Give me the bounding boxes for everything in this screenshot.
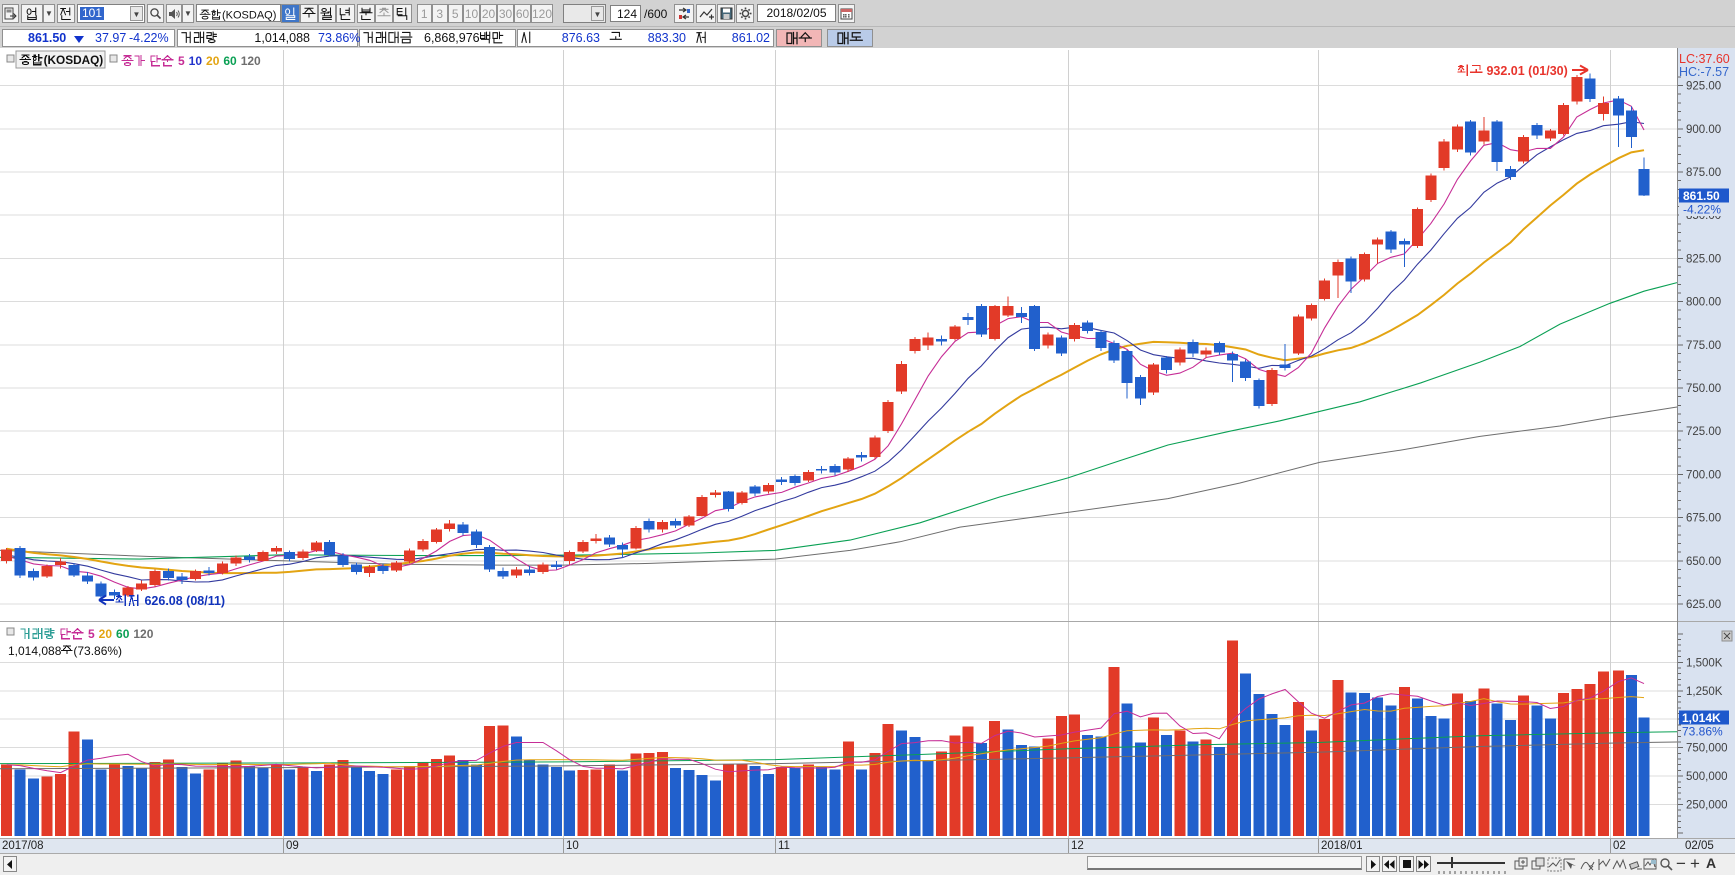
svg-text:825.00: 825.00: [1686, 253, 1721, 265]
svg-text:861.50: 861.50: [28, 31, 66, 45]
svg-text:1,014,088: 1,014,088: [8, 644, 62, 658]
svg-text:925.00: 925.00: [1686, 81, 1721, 93]
svg-text:5: 5: [88, 627, 95, 641]
svg-text:650.00: 650.00: [1686, 556, 1721, 568]
svg-text:20: 20: [99, 627, 113, 641]
svg-text:(KOSDAQ): (KOSDAQ): [44, 53, 104, 67]
svg-text:11: 11: [778, 840, 790, 852]
svg-text:700.00: 700.00: [1686, 469, 1721, 481]
svg-text:-4.22%: -4.22%: [129, 31, 169, 45]
svg-text:60: 60: [116, 627, 130, 641]
svg-text:(KOSDAQ): (KOSDAQ): [222, 10, 276, 22]
svg-text:626.08 (08/11): 626.08 (08/11): [141, 594, 225, 608]
svg-text:675.00: 675.00: [1686, 513, 1721, 525]
svg-text:09: 09: [286, 840, 299, 852]
svg-text:10: 10: [189, 54, 203, 68]
svg-text:-4.22%: -4.22%: [1683, 202, 1721, 216]
svg-text:HC:-7.57: HC:-7.57: [1679, 65, 1729, 79]
svg-text:1,014,088: 1,014,088: [254, 31, 310, 45]
svg-text:1,014K: 1,014K: [1682, 711, 1721, 725]
svg-text:750.00: 750.00: [1686, 383, 1721, 395]
svg-text:1,250K: 1,250K: [1686, 686, 1723, 698]
svg-text:875.00: 875.00: [1686, 167, 1721, 179]
svg-text:(73.86%): (73.86%): [73, 644, 122, 658]
svg-text:6,868,976: 6,868,976: [424, 31, 480, 45]
svg-text:725.00: 725.00: [1686, 426, 1721, 438]
svg-text:5: 5: [178, 54, 185, 68]
svg-text:861.02: 861.02: [732, 31, 770, 45]
svg-text:02: 02: [1613, 840, 1626, 852]
svg-text:12: 12: [1071, 840, 1084, 852]
svg-text:20: 20: [206, 54, 220, 68]
svg-text:900.00: 900.00: [1686, 124, 1721, 136]
svg-text:932.01 (01/30): 932.01 (01/30): [1483, 64, 1568, 78]
svg-text:500,000: 500,000: [1686, 771, 1728, 783]
svg-text:250,000: 250,000: [1686, 800, 1728, 812]
svg-text:60: 60: [223, 54, 237, 68]
svg-text:775.00: 775.00: [1686, 340, 1721, 352]
svg-text:883.30: 883.30: [648, 31, 686, 45]
svg-text:1,500K: 1,500K: [1686, 657, 1723, 669]
svg-text:LC:37.60: LC:37.60: [1679, 52, 1730, 66]
svg-text:37.97: 37.97: [95, 31, 126, 45]
svg-text:2018/01: 2018/01: [1321, 840, 1363, 852]
svg-text:750,000: 750,000: [1686, 743, 1728, 755]
svg-text:10: 10: [566, 840, 579, 852]
svg-text:73.86%: 73.86%: [318, 31, 360, 45]
svg-text:876.63: 876.63: [562, 31, 600, 45]
svg-text:861.50: 861.50: [1683, 189, 1720, 203]
svg-text:800.00: 800.00: [1686, 297, 1721, 309]
svg-text:625.00: 625.00: [1686, 599, 1721, 611]
svg-text:73.86%: 73.86%: [1682, 725, 1723, 739]
svg-text:120: 120: [133, 627, 153, 641]
svg-text:2017/08: 2017/08: [2, 840, 44, 852]
svg-text:02/05: 02/05: [1685, 840, 1714, 852]
svg-text:120: 120: [241, 54, 261, 68]
